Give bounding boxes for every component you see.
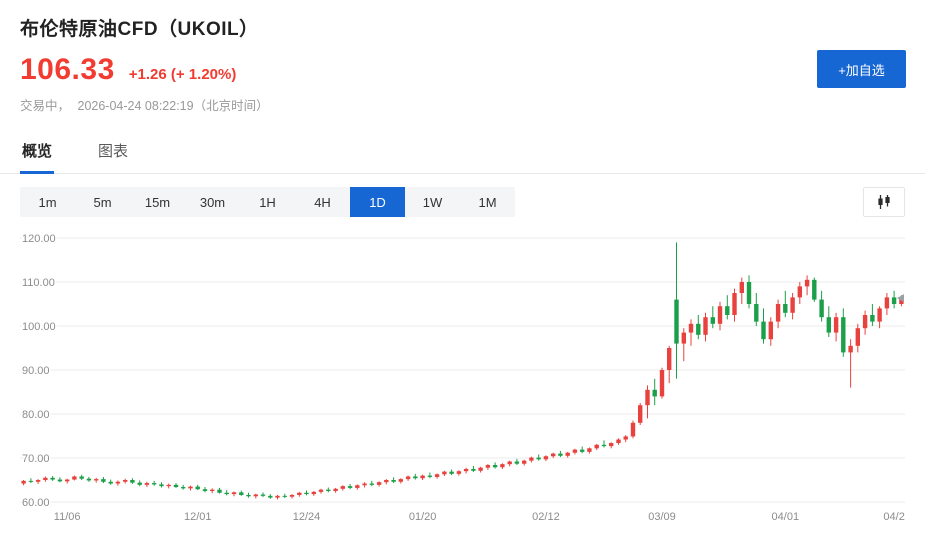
- svg-text:100.00: 100.00: [22, 321, 56, 333]
- price-row: 106.33 +1.26 (+ 1.20%): [20, 53, 925, 87]
- candlestick-chart-icon: [878, 195, 890, 209]
- svg-text:110.00: 110.00: [22, 277, 55, 289]
- svg-text:12/24: 12/24: [293, 511, 321, 523]
- tab-chart[interactable]: 图表: [98, 143, 129, 160]
- svg-text:70.00: 70.00: [22, 453, 50, 465]
- timeframe-30m[interactable]: 30m: [185, 187, 240, 217]
- chart-style-button[interactable]: [863, 187, 905, 217]
- chart-toolbar: 1m 5m 15m 30m 1H 4H 1D 1W 1M: [20, 187, 905, 217]
- svg-text:04/2: 04/2: [883, 511, 904, 523]
- svg-text:120.00: 120.00: [22, 233, 56, 245]
- tab-overview[interactable]: 概览: [20, 134, 55, 174]
- timeframe-1m-month[interactable]: 1M: [460, 187, 515, 217]
- quote-timestamp: 2026-04-24 08:22:19（北京时间）: [77, 99, 269, 113]
- timeframe-1w[interactable]: 1W: [405, 187, 460, 217]
- svg-text:03/09: 03/09: [648, 511, 676, 523]
- tab-bar: 概览 图表: [0, 134, 925, 174]
- svg-text:01/20: 01/20: [409, 511, 437, 523]
- svg-text:12/01: 12/01: [184, 511, 212, 523]
- price-chart-area: 120.00 110.00 100.00 90.00 80.00 70.00 60.00 11…: [20, 230, 925, 537]
- svg-text:11/06: 11/06: [54, 511, 81, 523]
- trading-status: 交易中， 2026-04-24 08:22:19（北京时间）: [20, 95, 925, 114]
- timeframe-4h[interactable]: 4H: [295, 187, 350, 217]
- add-watchlist-button[interactable]: +加自选: [817, 50, 906, 88]
- svg-text:02/12: 02/12: [532, 511, 560, 523]
- svg-text:90.00: 90.00: [22, 365, 50, 377]
- svg-text:04/01: 04/01: [772, 511, 800, 523]
- price-change: +1.26 (+ 1.20%): [128, 66, 237, 83]
- market-state: 交易中，: [20, 99, 71, 113]
- timeframe-1h[interactable]: 1H: [240, 187, 295, 217]
- instrument-title: 布伦特原油CFD（UKOIL）: [20, 19, 259, 40]
- timeframe-1m[interactable]: 1m: [20, 187, 75, 217]
- timeframe-5m[interactable]: 5m: [75, 187, 130, 217]
- timeframe-1d[interactable]: 1D: [350, 187, 405, 217]
- svg-text:80.00: 80.00: [22, 409, 50, 421]
- last-price: 106.33: [20, 53, 115, 86]
- timeframe-15m[interactable]: 15m: [130, 187, 185, 217]
- timeframe-bar: 1m 5m 15m 30m 1H 4H 1D 1W 1M: [20, 187, 515, 217]
- svg-text:60.00: 60.00: [22, 497, 50, 509]
- candlestick-chart[interactable]: 120.00 110.00 100.00 90.00 80.00 70.00 60.00 11…: [20, 230, 906, 532]
